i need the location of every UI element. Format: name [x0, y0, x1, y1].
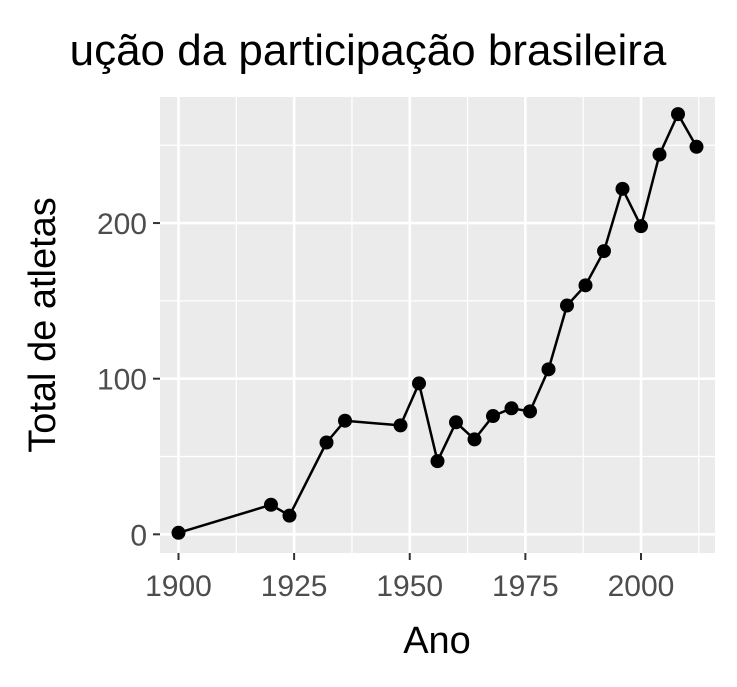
data-point	[486, 409, 500, 424]
x-axis-title: Ano	[403, 620, 471, 662]
x-tick-label: 1925	[261, 570, 328, 603]
data-point	[282, 508, 297, 523]
x-tick-label: 1950	[376, 570, 443, 603]
x-tick-label: 1900	[145, 570, 212, 603]
data-point	[264, 497, 278, 512]
data-point	[689, 139, 704, 154]
data-point	[578, 278, 593, 293]
y-tick-label: 100	[97, 364, 147, 397]
data-point	[615, 181, 630, 196]
data-point	[541, 362, 556, 377]
x-tick-label: 2000	[608, 570, 675, 603]
axis-ticks: 1900 1925 1950 1975 2000 0 100 200	[97, 208, 674, 603]
data-point	[597, 244, 611, 259]
data-point	[412, 376, 426, 391]
data-point	[319, 435, 334, 450]
data-point	[634, 219, 648, 234]
data-point	[560, 298, 574, 313]
data-point	[430, 454, 445, 469]
x-tick-label: 1975	[492, 570, 559, 603]
data-point	[523, 404, 537, 419]
data-point	[671, 107, 685, 122]
data-point	[504, 401, 519, 416]
chart-title: ução da participação brasileira	[70, 26, 667, 75]
series-line	[178, 112, 698, 534]
data-point	[171, 525, 186, 540]
y-tick-label: 200	[97, 208, 147, 241]
data-point	[338, 413, 352, 428]
plot-panel	[160, 97, 715, 553]
y-tick-label: 0	[130, 519, 147, 552]
data-point	[449, 415, 463, 430]
y-axis-title: Total de atletas	[22, 197, 64, 453]
data-point	[393, 418, 408, 433]
data-point	[652, 147, 667, 162]
major-grid	[160, 97, 715, 553]
data-point	[467, 432, 482, 447]
series-layer	[171, 107, 704, 540]
